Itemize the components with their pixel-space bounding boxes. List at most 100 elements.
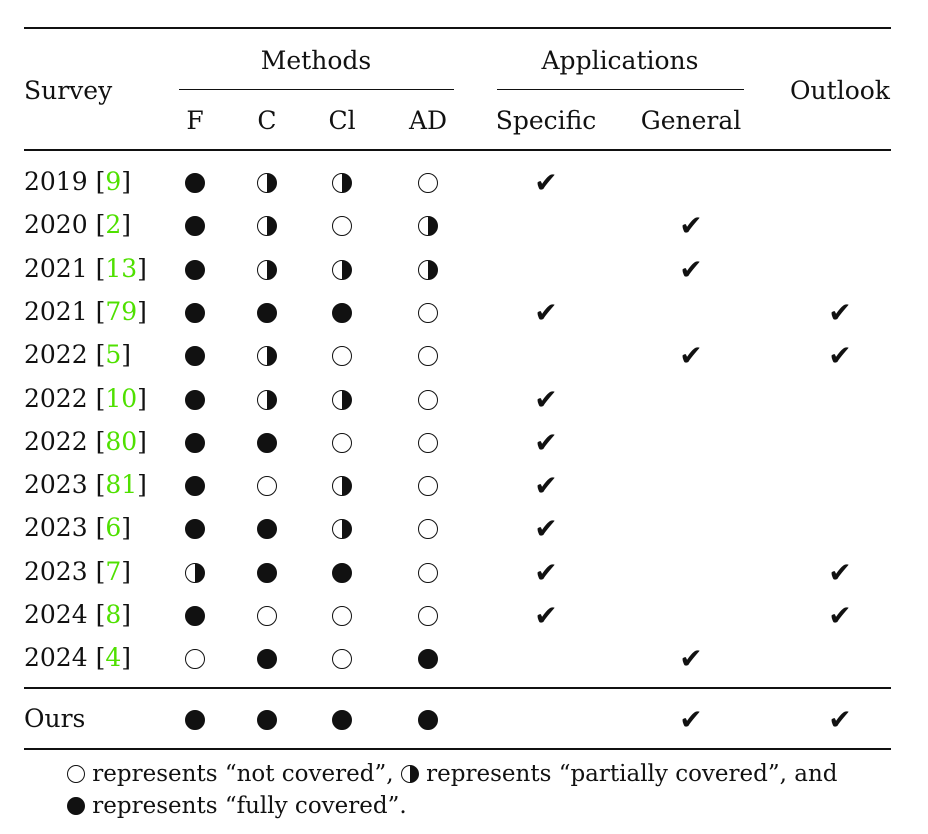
row-4-general-check-icon: ✔ <box>679 339 703 372</box>
survey-row-label: 2023 [7] <box>24 557 131 587</box>
citation-bracket-close: ] <box>137 297 147 326</box>
citation-bracket-open: [ <box>87 340 106 369</box>
survey-row-label: 2020 [2] <box>24 210 131 240</box>
row-3-full-circle-icon <box>332 303 352 323</box>
survey-header: Survey <box>24 76 113 105</box>
survey-row-label: 2022 [10] <box>24 384 147 414</box>
citation-bracket-open: [ <box>87 513 106 542</box>
row-9-none-circle-icon <box>418 563 438 583</box>
row-1-half-circle-icon <box>257 216 277 236</box>
citation-bracket-close: ] <box>121 557 131 586</box>
survey-row-label: 2021 [79] <box>24 297 147 327</box>
citation-bracket-close: ] <box>137 384 147 413</box>
row-11-full-circle-icon <box>418 649 438 669</box>
col-header-ad: AD <box>408 106 448 135</box>
survey-year: 2021 <box>24 297 88 326</box>
ours-full-circle-icon <box>185 710 205 730</box>
legend-text-3: represents “fully covered”. <box>85 793 407 819</box>
survey-row-label: 2023 [6] <box>24 513 131 543</box>
row-8-full-circle-icon <box>185 519 205 539</box>
citation-bracket-close: ] <box>137 427 147 456</box>
survey-year: 2021 <box>24 254 88 283</box>
methods-rule <box>179 89 454 90</box>
row-0-half-circle-icon <box>332 173 352 193</box>
survey-row-label: 2023 [81] <box>24 470 147 500</box>
survey-row-label: 2021 [13] <box>24 254 147 284</box>
survey-year: 2023 <box>24 470 88 499</box>
row-7-none-circle-icon <box>418 476 438 496</box>
citation-link[interactable]: 2 <box>105 210 122 239</box>
ours-rule <box>24 687 891 689</box>
citation-link[interactable]: 9 <box>105 167 122 196</box>
row-4-half-circle-icon <box>257 346 277 366</box>
row-1-general-check-icon: ✔ <box>679 209 703 242</box>
legend-text-2: represents “partially covered”, and <box>418 761 838 787</box>
citation-link[interactable]: 6 <box>105 513 122 542</box>
citation-link[interactable]: 4 <box>105 643 122 672</box>
row-7-half-circle-icon <box>332 476 352 496</box>
row-6-specific-check-icon: ✔ <box>534 426 558 459</box>
row-11-none-circle-icon <box>332 649 352 669</box>
row-8-none-circle-icon <box>418 519 438 539</box>
row-9-full-circle-icon <box>257 563 277 583</box>
row-10-none-circle-icon <box>332 606 352 626</box>
citation-bracket-close: ] <box>121 210 131 239</box>
citation-bracket-close: ] <box>121 513 131 542</box>
row-1-none-circle-icon <box>332 216 352 236</box>
survey-row-label: 2024 [8] <box>24 600 131 630</box>
row-3-full-circle-icon <box>185 303 205 323</box>
survey-year: 2023 <box>24 513 88 542</box>
row-9-specific-check-icon: ✔ <box>534 556 558 589</box>
row-5-half-circle-icon <box>257 390 277 410</box>
row-6-none-circle-icon <box>332 433 352 453</box>
ours-general-check-icon: ✔ <box>679 703 703 736</box>
citation-bracket-close: ] <box>121 340 131 369</box>
row-8-half-circle-icon <box>332 519 352 539</box>
survey-year: 2024 <box>24 643 88 672</box>
citation-link[interactable]: 80 <box>105 427 138 456</box>
citation-bracket-close: ] <box>137 470 147 499</box>
col-header-specific: Specific <box>495 106 597 135</box>
citation-link[interactable]: 81 <box>105 470 138 499</box>
survey-year: 2019 <box>24 167 88 196</box>
row-9-half-circle-icon <box>185 563 205 583</box>
citation-bracket-open: [ <box>87 643 106 672</box>
row-10-none-circle-icon <box>418 606 438 626</box>
row-0-half-circle-icon <box>257 173 277 193</box>
citation-link[interactable]: 5 <box>105 340 122 369</box>
row-3-none-circle-icon <box>418 303 438 323</box>
citation-bracket-open: [ <box>87 254 106 283</box>
header-rule <box>24 149 891 151</box>
survey-year: 2023 <box>24 557 88 586</box>
row-10-outlook-check-icon: ✔ <box>828 599 852 632</box>
citation-link[interactable]: 10 <box>105 384 138 413</box>
citation-link[interactable]: 8 <box>105 600 122 629</box>
citation-link[interactable]: 7 <box>105 557 122 586</box>
col-header-general: General <box>640 106 742 135</box>
row-4-none-circle-icon <box>418 346 438 366</box>
row-2-half-circle-icon <box>418 260 438 280</box>
citation-link[interactable]: 79 <box>105 297 138 326</box>
row-10-full-circle-icon <box>185 606 205 626</box>
row-3-outlook-check-icon: ✔ <box>828 296 852 329</box>
fully-covered-legend-icon <box>67 797 85 815</box>
survey-year: 2022 <box>24 384 88 413</box>
row-2-half-circle-icon <box>332 260 352 280</box>
survey-row-label: 2024 [4] <box>24 643 131 673</box>
row-7-full-circle-icon <box>185 476 205 496</box>
survey-row-label: 2022 [80] <box>24 427 147 457</box>
row-4-full-circle-icon <box>185 346 205 366</box>
citation-link[interactable]: 13 <box>105 254 138 283</box>
row-7-specific-check-icon: ✔ <box>534 469 558 502</box>
row-5-half-circle-icon <box>332 390 352 410</box>
applications-rule <box>497 89 744 90</box>
row-6-none-circle-icon <box>418 433 438 453</box>
citation-bracket-open: [ <box>87 210 106 239</box>
row-10-specific-check-icon: ✔ <box>534 599 558 632</box>
row-4-outlook-check-icon: ✔ <box>828 339 852 372</box>
row-8-full-circle-icon <box>257 519 277 539</box>
survey-year: 2024 <box>24 600 88 629</box>
survey-year: 2022 <box>24 340 88 369</box>
col-header-f: F <box>186 106 204 135</box>
row-5-none-circle-icon <box>418 390 438 410</box>
